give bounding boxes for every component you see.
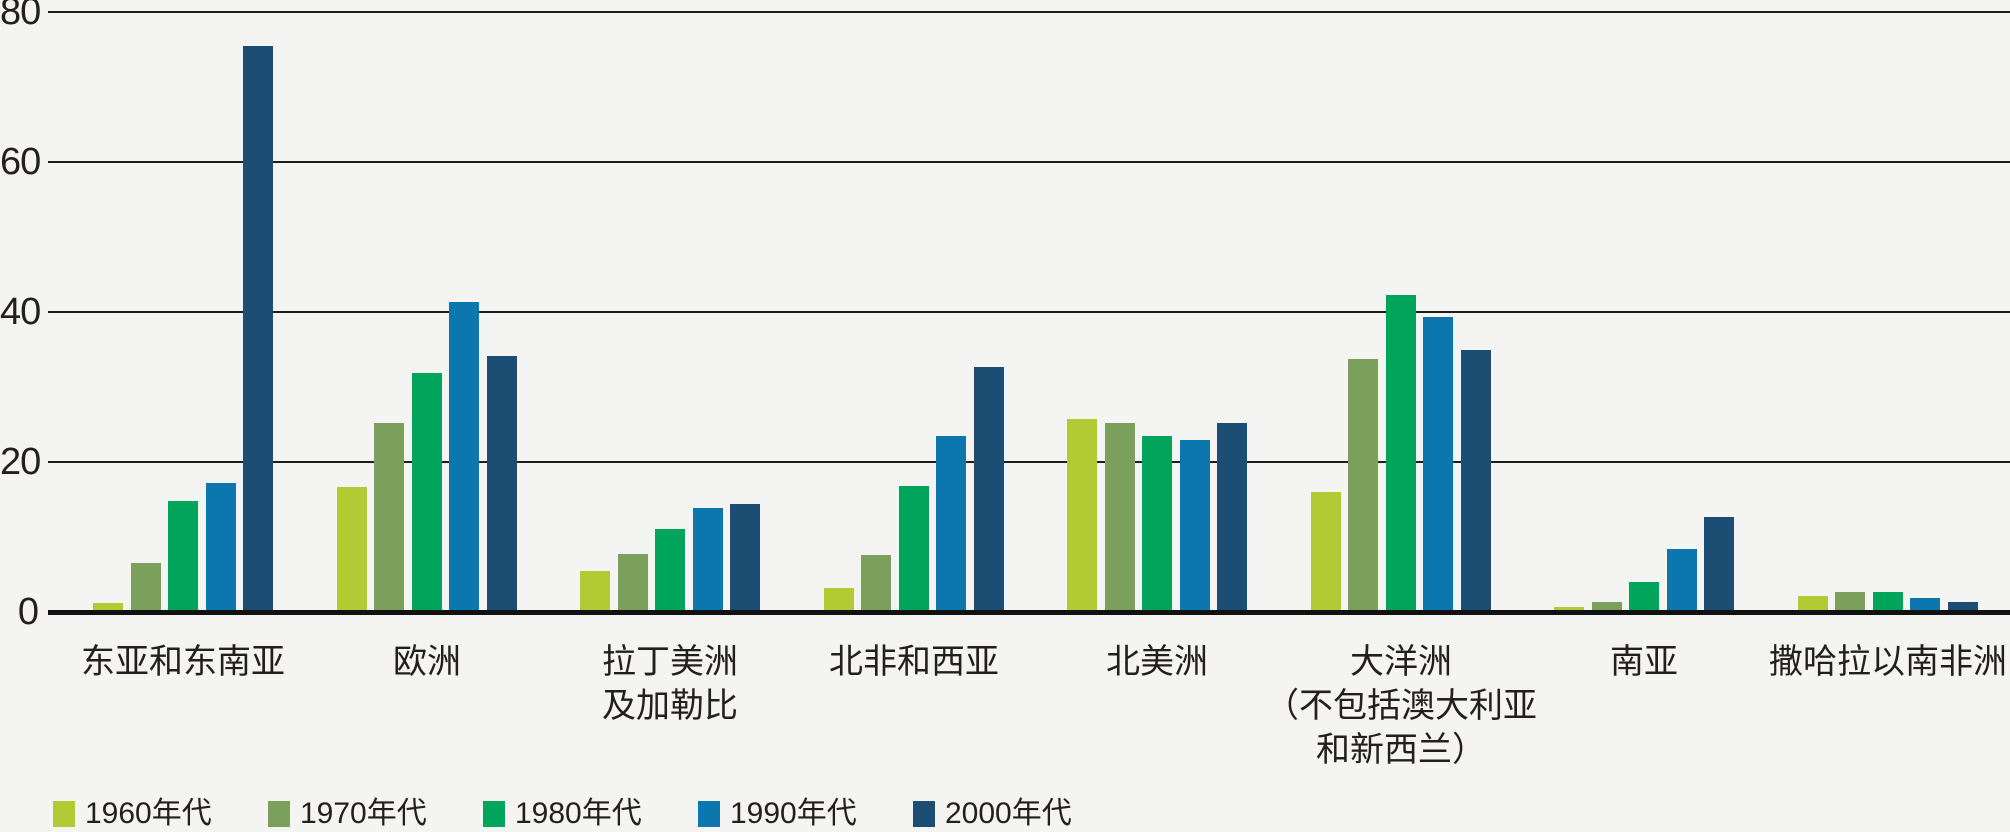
bar [1142, 436, 1172, 612]
bar [899, 486, 929, 612]
legend-swatch [913, 801, 935, 827]
bar [1873, 592, 1903, 612]
legend-entry: 1960年代 [53, 796, 263, 832]
legend-swatch [268, 801, 290, 827]
x-axis-category-label: 撒哈拉以南非洲 [1769, 640, 2007, 684]
bar [374, 423, 404, 612]
bar [580, 571, 610, 612]
legend-swatch [698, 801, 720, 827]
legend-label: 1990年代 [730, 797, 857, 830]
bar [974, 367, 1004, 612]
x-axis-category-label: 大洋洲 （不包括澳大利亚 和新西兰） [1265, 640, 1537, 772]
bar [1910, 598, 1940, 612]
bar [131, 563, 161, 612]
gridline-40 [48, 311, 2010, 313]
bar [1105, 423, 1135, 612]
legend-label: 2000年代 [945, 797, 1072, 830]
legend-label: 1980年代 [515, 797, 642, 830]
x-axis-category-label: 拉丁美洲 及加勒比 [602, 640, 738, 728]
gridline-80 [48, 11, 2010, 13]
y-axis-tick-label: 20 [0, 441, 41, 483]
x-axis-category-line: 撒哈拉以南非洲 [1769, 643, 2007, 681]
bar [618, 554, 648, 612]
bar [487, 356, 517, 612]
bar [1798, 596, 1828, 612]
bar [1386, 295, 1416, 612]
legend-swatch [483, 801, 505, 827]
bar [730, 504, 760, 612]
x-axis-category-line: 北非和西亚 [829, 643, 999, 681]
bar [1667, 549, 1697, 612]
x-axis-category-line: 拉丁美洲 [602, 643, 738, 681]
legend-entry: 2000年代 [913, 796, 1123, 832]
bar [412, 373, 442, 612]
gridline-60 [48, 161, 2010, 163]
x-axis-category-label: 欧洲 [393, 640, 461, 684]
bar [1217, 423, 1247, 612]
bar [1835, 592, 1865, 612]
bar [1067, 419, 1097, 612]
x-axis-category-label: 南亚 [1610, 640, 1678, 684]
x-axis-category-line: 东亚和东南亚 [81, 643, 285, 681]
bar [1629, 582, 1659, 612]
bar [206, 483, 236, 612]
y-axis-tick-label: 40 [0, 291, 41, 333]
bar [693, 508, 723, 612]
legend: 1960年代 1970年代 1980年代 1990年代 2000年代 [0, 796, 2010, 832]
legend-swatch [53, 801, 75, 827]
bar [861, 555, 891, 612]
legend-entry: 1990年代 [698, 796, 908, 832]
bar [1423, 317, 1453, 612]
bar [1180, 440, 1210, 612]
bar [1311, 492, 1341, 612]
x-axis-category-label: 北非和西亚 [829, 640, 999, 684]
y-axis-tick-label: 80 [0, 0, 41, 33]
x-axis-category-label: 北美洲 [1106, 640, 1208, 684]
legend-label: 1960年代 [85, 797, 212, 830]
bar [1554, 607, 1584, 612]
y-axis-tick-label: 0 [17, 591, 39, 633]
legend-entry: 1980年代 [483, 796, 693, 832]
bar [243, 46, 273, 612]
bar [168, 501, 198, 612]
y-axis-tick-label: 60 [0, 141, 41, 183]
x-axis-category-line: 欧洲 [393, 643, 461, 681]
x-axis-category-line: 和新西兰） [1316, 731, 1486, 769]
x-axis-category-line: 及加勒比 [602, 687, 738, 725]
x-axis-category-line: （不包括澳大利亚 [1265, 687, 1537, 725]
bar [1461, 350, 1491, 612]
bar [824, 588, 854, 612]
legend-entry: 1970年代 [268, 796, 478, 832]
bar [1348, 359, 1378, 612]
x-axis-category-label: 东亚和东南亚 [81, 640, 285, 684]
bar [449, 302, 479, 612]
x-axis-category-line: 大洋洲 [1350, 643, 1452, 681]
x-axis-category-line: 南亚 [1610, 643, 1678, 681]
bar [936, 436, 966, 612]
bar [1948, 602, 1978, 612]
legend-label: 1970年代 [300, 797, 427, 830]
bar [1704, 517, 1734, 612]
bar [337, 487, 367, 612]
bar [93, 603, 123, 612]
bar [1592, 602, 1622, 612]
gridline-20 [48, 461, 2010, 463]
bar [655, 529, 685, 612]
x-axis-category-line: 北美洲 [1106, 643, 1208, 681]
x-axis-baseline [48, 610, 2010, 615]
